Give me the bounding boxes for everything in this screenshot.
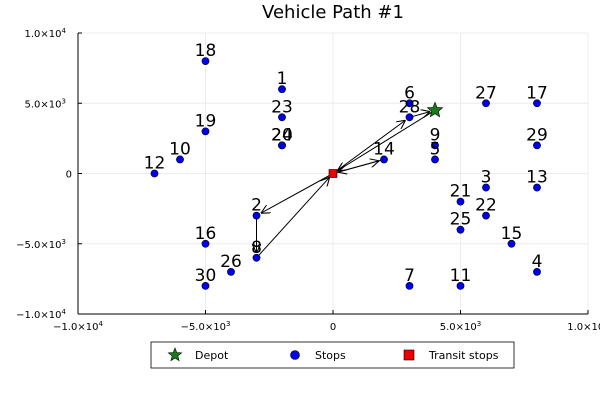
stop-label: 23	[271, 97, 293, 117]
marker-layer	[150, 57, 541, 290]
stop-point	[278, 85, 286, 94]
stop-point	[431, 155, 439, 164]
route-arrow	[256, 177, 330, 259]
axis-layer: −1.0×104 −5.0×103 0 5.0×103 1.0×104 1.0×104 5.…	[16, 27, 600, 333]
stop-label: 27	[475, 83, 497, 103]
legend-box	[150, 341, 515, 369]
stop-label: 22	[475, 196, 497, 216]
x-tick-label: −5.0×103	[181, 320, 231, 333]
stop-label: 3	[481, 168, 492, 188]
legend-transit-icon	[403, 349, 415, 361]
stop-point	[201, 239, 210, 248]
stop-point	[482, 183, 490, 192]
stop-point	[201, 127, 210, 136]
stop-point	[380, 155, 388, 164]
stop-point	[482, 211, 490, 220]
stop-label: 26	[220, 252, 242, 272]
stop-point	[456, 197, 465, 206]
stop-point	[252, 211, 261, 220]
stop-label: 25	[450, 210, 472, 230]
stop-label: 9	[430, 125, 441, 145]
transit-stop-point	[328, 169, 338, 178]
stop-point	[533, 99, 541, 108]
stop-label: 20	[271, 125, 293, 145]
stop-label: 21	[450, 182, 472, 202]
stop-point	[456, 281, 465, 290]
stop-point	[176, 155, 184, 164]
stop-point	[533, 141, 541, 150]
y-tick-label: −5.0×103	[16, 238, 66, 251]
stop-label: 15	[501, 224, 523, 244]
legend-label: Transit stops	[428, 349, 499, 362]
stop-label: 8	[251, 238, 262, 258]
stop-label: 10	[169, 139, 191, 159]
stop-point	[533, 183, 541, 192]
stop-point	[227, 267, 235, 276]
stop-label: 6	[404, 83, 415, 103]
stop-label: 19	[195, 111, 217, 131]
stop-label: 29	[526, 125, 548, 145]
stop-point	[278, 113, 286, 122]
stop-point	[405, 99, 414, 108]
route-arrow	[332, 120, 405, 174]
x-tick-label: 0	[330, 322, 336, 333]
y-tick-label: 5.0×103	[25, 97, 66, 110]
stop-point	[201, 57, 210, 65]
route-arrow	[338, 158, 385, 172]
depot-point	[426, 101, 444, 118]
route-arrow	[261, 173, 334, 214]
stop-label: 12	[144, 154, 166, 174]
stop-point	[201, 281, 210, 290]
stop-label: 18	[195, 41, 217, 61]
stop-point	[252, 253, 261, 262]
stop-point	[405, 113, 414, 122]
stop-point	[150, 169, 159, 178]
stop-label: 13	[526, 168, 548, 188]
route-layer	[256, 109, 436, 259]
stop-point	[456, 225, 465, 234]
stop-label: 7	[404, 266, 415, 286]
stop-point	[278, 141, 286, 150]
y-tick-label: −1.0×104	[16, 308, 66, 321]
stop-label: 28	[399, 97, 421, 117]
stop-point	[507, 239, 516, 248]
x-tick-label: 5.0×103	[440, 320, 481, 333]
label-layer: 1234567891011121314151617181920212223242…	[144, 41, 548, 286]
stop-label: 11	[450, 266, 472, 286]
x-tick-label: −1.0×104	[53, 320, 103, 333]
stop-point	[482, 99, 490, 108]
stop-label: 4	[532, 252, 543, 272]
stop-label: 14	[373, 139, 395, 159]
stop-label: 1	[277, 69, 288, 89]
stop-point	[533, 267, 541, 276]
legend-label: Stops	[315, 349, 346, 362]
stop-label: 5	[430, 139, 441, 159]
legend-stops-icon	[290, 350, 300, 360]
chart-title: Vehicle Path #1	[262, 2, 404, 23]
legend-layer: Depot Stops Transit stops	[150, 341, 515, 369]
stop-label: 17	[526, 83, 548, 103]
y-tick-label: 0	[66, 170, 72, 181]
route-arrow	[337, 109, 436, 171]
stop-point	[431, 141, 439, 150]
stop-label: 24	[271, 125, 293, 145]
legend-depot-icon	[167, 347, 183, 362]
x-tick-label: 1.0×104	[567, 320, 600, 333]
legend-label: Depot	[195, 349, 229, 362]
y-tick-label: 1.0×104	[25, 27, 67, 40]
stop-label: 2	[251, 196, 262, 216]
stop-point	[405, 281, 414, 290]
stop-label: 16	[195, 224, 217, 244]
stop-label: 30	[195, 266, 217, 286]
